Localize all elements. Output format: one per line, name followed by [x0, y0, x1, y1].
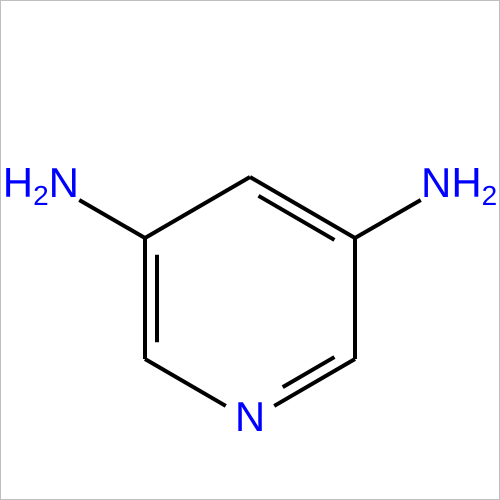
molecule-diagram: NH2NNH2 — [0, 0, 500, 500]
atom-label-n1: N — [235, 393, 265, 440]
